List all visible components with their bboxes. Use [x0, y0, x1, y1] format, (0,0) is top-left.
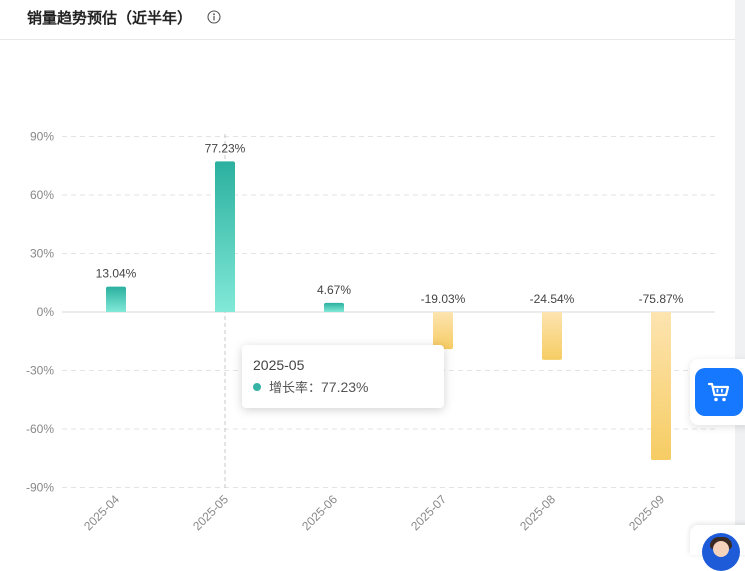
- bar[interactable]: [106, 286, 126, 312]
- chart-tooltip: 2025-05 增长率： 77.23%: [242, 345, 444, 408]
- bar[interactable]: [215, 161, 235, 312]
- bar[interactable]: [542, 312, 562, 360]
- info-circle-icon[interactable]: [207, 10, 221, 24]
- y-tick-label: -30%: [26, 364, 54, 378]
- shopping-cart-icon: [707, 382, 730, 402]
- bar-value-label: -19.03%: [421, 292, 466, 306]
- x-tick-label: 2025-09: [626, 492, 667, 533]
- bar-value-label: 13.04%: [96, 267, 137, 281]
- bar-value-label: 77.23%: [205, 141, 246, 155]
- x-tick-label: 2025-05: [190, 492, 231, 533]
- bar[interactable]: [324, 302, 344, 312]
- tooltip-value: 77.23%: [321, 378, 369, 395]
- bar[interactable]: [651, 312, 671, 460]
- x-tick-label: 2025-07: [408, 492, 449, 533]
- card-header: 销量趋势预估（近半年）: [0, 0, 735, 40]
- y-tick-label: 60%: [30, 188, 54, 202]
- x-tick-label: 2025-08: [517, 492, 558, 533]
- avatar-face: [713, 541, 729, 557]
- y-tick-label: 0%: [37, 305, 55, 319]
- y-tick-label: 90%: [30, 130, 54, 144]
- tooltip-series-label: 增长率：: [269, 381, 322, 396]
- growth-bar-chart: 13.04% 77.23% 4.67% -19.03% -24.54% -75.87% 9…: [26, 130, 715, 533]
- chart-title: 销量趋势预估（近半年）: [27, 9, 193, 27]
- y-tick-label: -60%: [26, 422, 54, 436]
- x-tick-label: 2025-04: [81, 492, 122, 533]
- tooltip-title: 2025-05: [253, 357, 305, 373]
- bar-value-label: 4.67%: [317, 283, 351, 297]
- scrollbar-track: [735, 0, 745, 549]
- support-avatar[interactable]: [702, 533, 740, 571]
- bar-value-label: -75.87%: [639, 292, 684, 306]
- x-tick-label: 2025-06: [299, 492, 340, 533]
- tooltip-row: 增长率： 77.23%: [253, 377, 433, 396]
- y-tick-label: 30%: [30, 247, 54, 261]
- bar[interactable]: [433, 312, 453, 350]
- series-dot-icon: [253, 382, 261, 391]
- y-tick-label: -90%: [26, 481, 54, 495]
- bar-value-label: -24.54%: [530, 292, 575, 306]
- cart-button[interactable]: [695, 368, 743, 416]
